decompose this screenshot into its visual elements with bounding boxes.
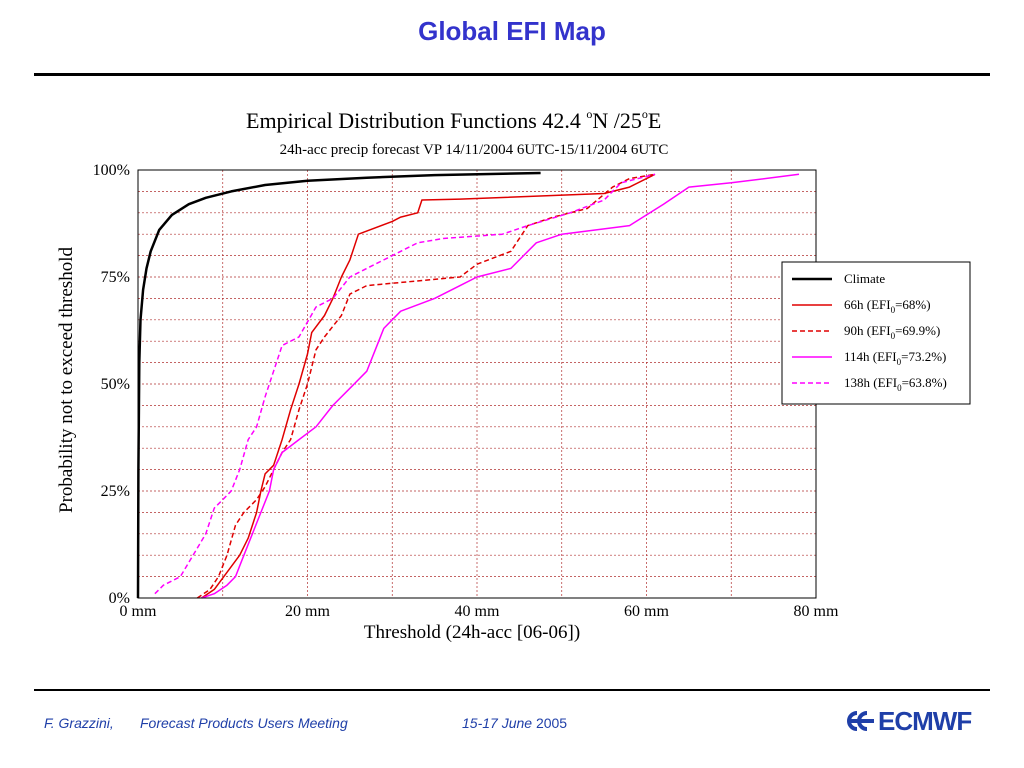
legend-label-3: 114h (EFI0=73.2%) bbox=[844, 349, 946, 367]
x-axis-label: Threshold (24h-acc [06-06]) bbox=[364, 622, 580, 643]
chart-title-sup2: o bbox=[642, 107, 648, 121]
footer-date-year: 2005 bbox=[535, 715, 568, 731]
edf-chart: Empirical Distribution Functions 42.4 oN… bbox=[56, 107, 971, 643]
ecmwf-logo: ECMWF bbox=[846, 705, 972, 737]
chart-subtitle: 24h-acc precip forecast VP 14/11/2004 6U… bbox=[280, 142, 669, 158]
bottom-divider bbox=[34, 689, 990, 691]
series-line-1 bbox=[201, 173, 656, 599]
slide-title: Global EFI Map bbox=[418, 16, 606, 46]
chart-title-pre: Empirical Distribution Functions 42.4 bbox=[246, 108, 586, 133]
ecmwf-logo-text: ECMWF bbox=[878, 705, 972, 736]
legend-label-value: =73.2%) bbox=[901, 349, 946, 364]
footer-date: 15-17 June 2005 bbox=[462, 715, 567, 731]
legend-label-value: =68%) bbox=[895, 297, 931, 312]
series-line-4 bbox=[154, 173, 656, 595]
legend-label-main: 90h (EFI bbox=[844, 323, 891, 338]
x-tick-label: 80 mm bbox=[794, 603, 839, 620]
x-tick-label: 20 mm bbox=[285, 603, 330, 620]
legend-label-2: 90h (EFI0=69.9%) bbox=[844, 323, 940, 341]
legend-label-0: Climate bbox=[844, 271, 885, 286]
chart-title-sup1: o bbox=[586, 107, 592, 121]
grid bbox=[138, 170, 816, 598]
axis-ticks: 0 mm 20 mm 40 mm 60 mm 80 mm 0% 25% 50% 75% 100% bbox=[93, 162, 839, 620]
x-tick-label: 60 mm bbox=[624, 603, 669, 620]
top-divider bbox=[34, 73, 990, 76]
legend-label-subscript: 0 bbox=[891, 331, 896, 341]
x-tick-label: 40 mm bbox=[455, 603, 500, 620]
legend-label-main: Climate bbox=[844, 271, 885, 286]
legend-label-subscript: 0 bbox=[891, 305, 896, 315]
chart-title-post: E bbox=[648, 108, 661, 133]
chart-title-text: Empirical Distribution Functions 42.4 oN… bbox=[246, 107, 661, 133]
x-tick-label: 0 mm bbox=[120, 603, 157, 620]
y-tick-label: 0% bbox=[109, 590, 130, 607]
y-tick-label: 50% bbox=[101, 376, 130, 393]
legend-label-value: =69.9%) bbox=[895, 323, 940, 338]
chart-title-mid: N /25 bbox=[592, 108, 642, 133]
ecmwf-logo-icon bbox=[847, 711, 874, 731]
series-line-2 bbox=[196, 173, 656, 599]
y-axis-label: Probability not to exceed threshold bbox=[56, 247, 77, 513]
series-line-3 bbox=[201, 173, 800, 599]
legend-label-main: 66h (EFI bbox=[844, 297, 891, 312]
legend-label-subscript: 0 bbox=[897, 357, 902, 367]
y-tick-label: 100% bbox=[93, 162, 130, 179]
footer-date-days: 15-17 June bbox=[462, 715, 533, 731]
legend-label-subscript: 0 bbox=[897, 383, 902, 393]
footer-meeting: Forecast Products Users Meeting bbox=[140, 715, 348, 731]
legend-label-value: =63.8%) bbox=[902, 375, 947, 390]
footer-author: F. Grazzini, bbox=[44, 715, 114, 731]
legend-label-1: 66h (EFI0=68%) bbox=[844, 297, 931, 315]
series-layer bbox=[136, 171, 800, 599]
y-tick-label: 75% bbox=[101, 269, 130, 286]
chart-title: Empirical Distribution Functions 42.4 oN… bbox=[246, 107, 661, 133]
y-tick-label: 25% bbox=[101, 483, 130, 500]
legend-label-main: 138h (EFI bbox=[844, 375, 897, 390]
legend-label-4: 138h (EFI0=63.8%) bbox=[844, 375, 947, 393]
series-line-0 bbox=[136, 171, 541, 599]
legend-label-main: 114h (EFI bbox=[844, 349, 897, 364]
legend-box bbox=[781, 261, 971, 405]
